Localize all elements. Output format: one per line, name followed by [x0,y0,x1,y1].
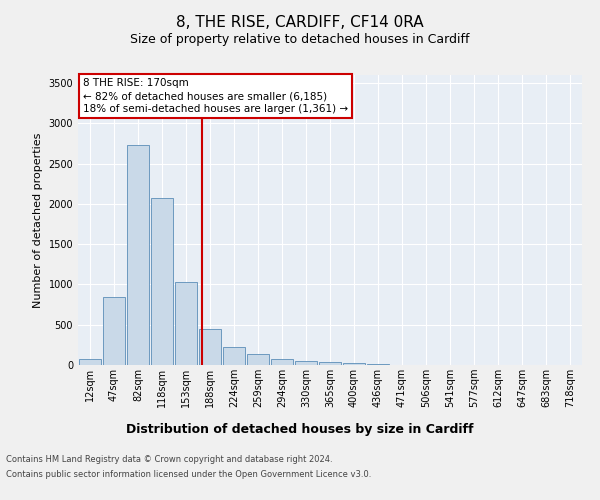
Text: Distribution of detached houses by size in Cardiff: Distribution of detached houses by size … [126,422,474,436]
Text: Size of property relative to detached houses in Cardiff: Size of property relative to detached ho… [130,32,470,46]
Bar [319,362,341,365]
Bar [103,296,125,365]
Bar [271,360,293,365]
Y-axis label: Number of detached properties: Number of detached properties [33,132,43,308]
Bar [127,146,149,365]
Bar [367,364,389,365]
Bar [199,329,221,365]
Bar [79,359,101,365]
Bar [343,364,365,365]
Text: Contains HM Land Registry data © Crown copyright and database right 2024.: Contains HM Land Registry data © Crown c… [6,455,332,464]
Text: Contains public sector information licensed under the Open Government Licence v3: Contains public sector information licen… [6,470,371,479]
Bar [151,198,173,365]
Bar [175,282,197,365]
Text: 8, THE RISE, CARDIFF, CF14 0RA: 8, THE RISE, CARDIFF, CF14 0RA [176,15,424,30]
Bar [247,354,269,365]
Bar [223,347,245,365]
Text: 8 THE RISE: 170sqm
← 82% of detached houses are smaller (6,185)
18% of semi-deta: 8 THE RISE: 170sqm ← 82% of detached hou… [83,78,348,114]
Bar [295,361,317,365]
